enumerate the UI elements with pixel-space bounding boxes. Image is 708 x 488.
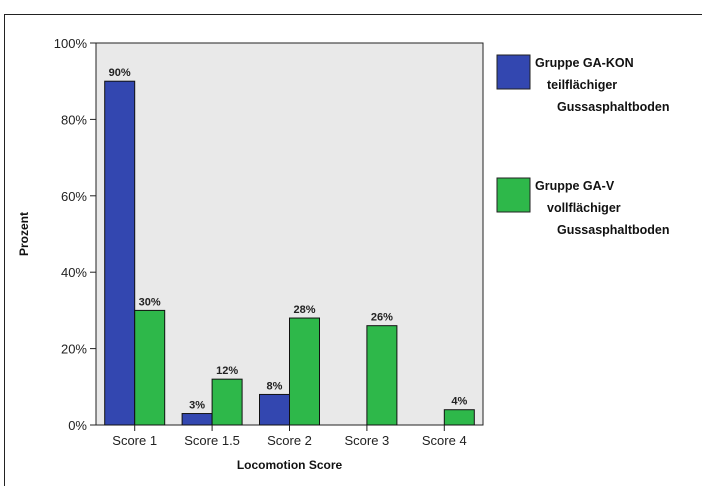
x-tick-label: Score 1.5 — [184, 433, 240, 448]
data-label: 26% — [371, 312, 393, 324]
legend-label-line: Gruppe GA-V — [535, 179, 615, 193]
y-axis: 0% 20% 40% 60% 80% 100% — [54, 36, 96, 433]
y-tick-label: 20% — [61, 342, 87, 357]
data-label: 8% — [267, 380, 283, 392]
bar-series-2-score-1-5 — [211, 378, 243, 426]
bar-series-1-score-1-5 — [181, 413, 213, 426]
legend-label-line: Gussasphaltboden — [557, 223, 670, 237]
legend-label-line: vollflächiger — [547, 201, 621, 215]
bar-series-2-score-3 — [366, 325, 398, 426]
bar-series-1-score-1 — [104, 80, 136, 426]
x-tick-label: Score 1 — [112, 433, 157, 448]
data-label: 30% — [139, 296, 161, 308]
y-tick-label: 0% — [68, 418, 87, 433]
y-axis-title: Prozent — [17, 212, 31, 256]
y-tick-label: 60% — [61, 189, 87, 204]
legend-swatch-series-1 — [496, 54, 531, 90]
y-tick-label: 100% — [54, 36, 88, 51]
bar-series-2-score-4 — [443, 409, 475, 426]
legend-label-line: teilflächiger — [547, 78, 617, 92]
data-label: 90% — [109, 67, 131, 79]
x-tick-label: Score 4 — [422, 433, 467, 448]
bar-series-2-score-1 — [134, 309, 166, 426]
y-tick-label: 40% — [61, 265, 87, 280]
x-tick-label: Score 3 — [344, 433, 389, 448]
legend: Gruppe GA-KON teilflächiger Gussasphaltbod… — [496, 54, 670, 237]
data-label: 3% — [189, 400, 205, 412]
legend-label-line: Gussasphaltboden — [557, 100, 670, 114]
legend-swatch-series-2 — [496, 177, 531, 213]
legend-label-line: Gruppe GA-KON — [535, 56, 634, 70]
x-tick-label: Score 2 — [267, 433, 312, 448]
data-label: 4% — [451, 396, 467, 408]
bars-group: 90% 30% 3% 12% 8% 28% 26% 4% — [104, 67, 475, 426]
y-tick-label: 80% — [61, 112, 87, 127]
x-axis: Score 1 Score 1.5 Score 2 Score 3 Score 4 — [112, 425, 467, 448]
data-label: 12% — [216, 365, 238, 377]
bar-series-1-score-2 — [259, 393, 290, 426]
bar-series-2-score-2 — [289, 317, 320, 426]
data-label: 28% — [293, 304, 315, 316]
x-axis-title: Locomotion Score — [237, 458, 343, 472]
